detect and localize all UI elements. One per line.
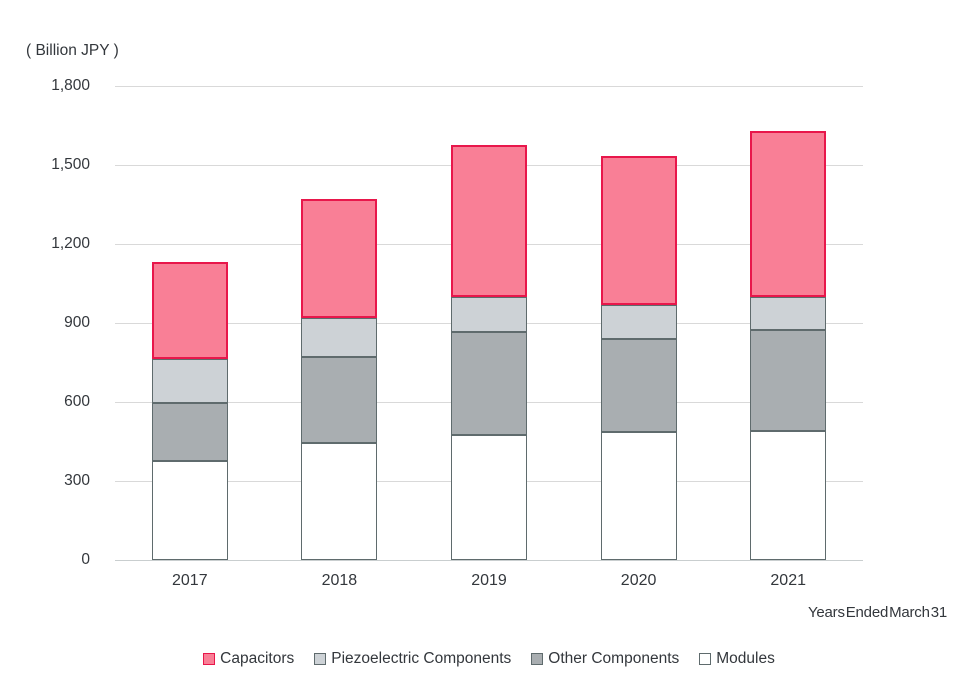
bar-segment-modules-2020 [600, 432, 677, 560]
bar-segment-other-components-2019 [451, 332, 527, 435]
bar-segment-modules-2017 [151, 461, 228, 560]
y-tick-label-600: 600 [64, 393, 90, 410]
bar-segment-capacitors-2019 [451, 145, 527, 297]
y-tick-label-1-800: 1,800 [51, 77, 90, 94]
y-tick-label-900: 900 [64, 314, 90, 331]
bar-segment-piezoelectric-components-2018 [301, 317, 378, 358]
bar-segment-other-components-2021 [750, 329, 827, 431]
bar-segment-piezoelectric-components-2019 [451, 296, 527, 333]
y-tick-label-300: 300 [64, 472, 90, 489]
bar-segment-capacitors-2020 [600, 155, 677, 305]
bar-segment-piezoelectric-components-2017 [151, 358, 228, 404]
legend: Capacitors Piezoelectric Components Other … [115, 650, 863, 668]
legend-swatch-modules-icon [699, 653, 712, 665]
legend-label-piezoelectric-components: Piezoelectric Components [331, 650, 512, 667]
legend-label-other-components: Other Components [548, 650, 680, 667]
legend-item-piezoelectric-components: Piezoelectric Components [314, 650, 511, 668]
bar-segment-modules-2018 [301, 442, 378, 560]
legend-item-modules: Modules [699, 650, 775, 668]
x-tick-label-2017: 2017 [172, 572, 208, 589]
gridline-0 [115, 559, 863, 561]
legend-swatch-piezoelectric-components-icon [314, 653, 327, 665]
x-axis-title: Years Ended March 31 [807, 604, 947, 621]
bar-segment-piezoelectric-components-2021 [750, 296, 827, 330]
bar-segment-other-components-2020 [600, 338, 677, 433]
bar-segment-capacitors-2021 [750, 130, 827, 297]
bar-segment-other-components-2018 [301, 357, 378, 443]
y-tick-label-1-200: 1,200 [51, 235, 90, 252]
bar-segment-other-components-2017 [151, 403, 228, 462]
bar-segment-piezoelectric-components-2020 [600, 304, 677, 339]
bar-segment-modules-2021 [750, 430, 827, 560]
y-axis-unit-label: ( Billion JPY ) [26, 42, 119, 59]
legend-label-capacitors: Capacitors [220, 650, 295, 667]
bar-segment-modules-2019 [451, 434, 527, 560]
x-tick-label-2020: 2020 [620, 572, 657, 589]
legend-swatch-capacitors-icon [203, 653, 216, 665]
y-tick-label-0: 0 [81, 551, 90, 568]
x-tick-label-2021: 2021 [770, 572, 806, 589]
bar-segment-capacitors-2018 [301, 199, 378, 318]
legend-swatch-other-components-icon [531, 653, 544, 665]
y-tick-label-1-500: 1,500 [51, 156, 90, 173]
legend-item-other-components: Other Components [531, 650, 679, 668]
legend-item-capacitors: Capacitors [203, 650, 294, 668]
x-tick-label-2018: 2018 [321, 572, 358, 589]
x-tick-label-2019: 2019 [471, 572, 507, 589]
gridline-1-800 [115, 85, 863, 87]
legend-label-modules: Modules [716, 650, 775, 667]
bar-segment-capacitors-2017 [151, 262, 228, 359]
